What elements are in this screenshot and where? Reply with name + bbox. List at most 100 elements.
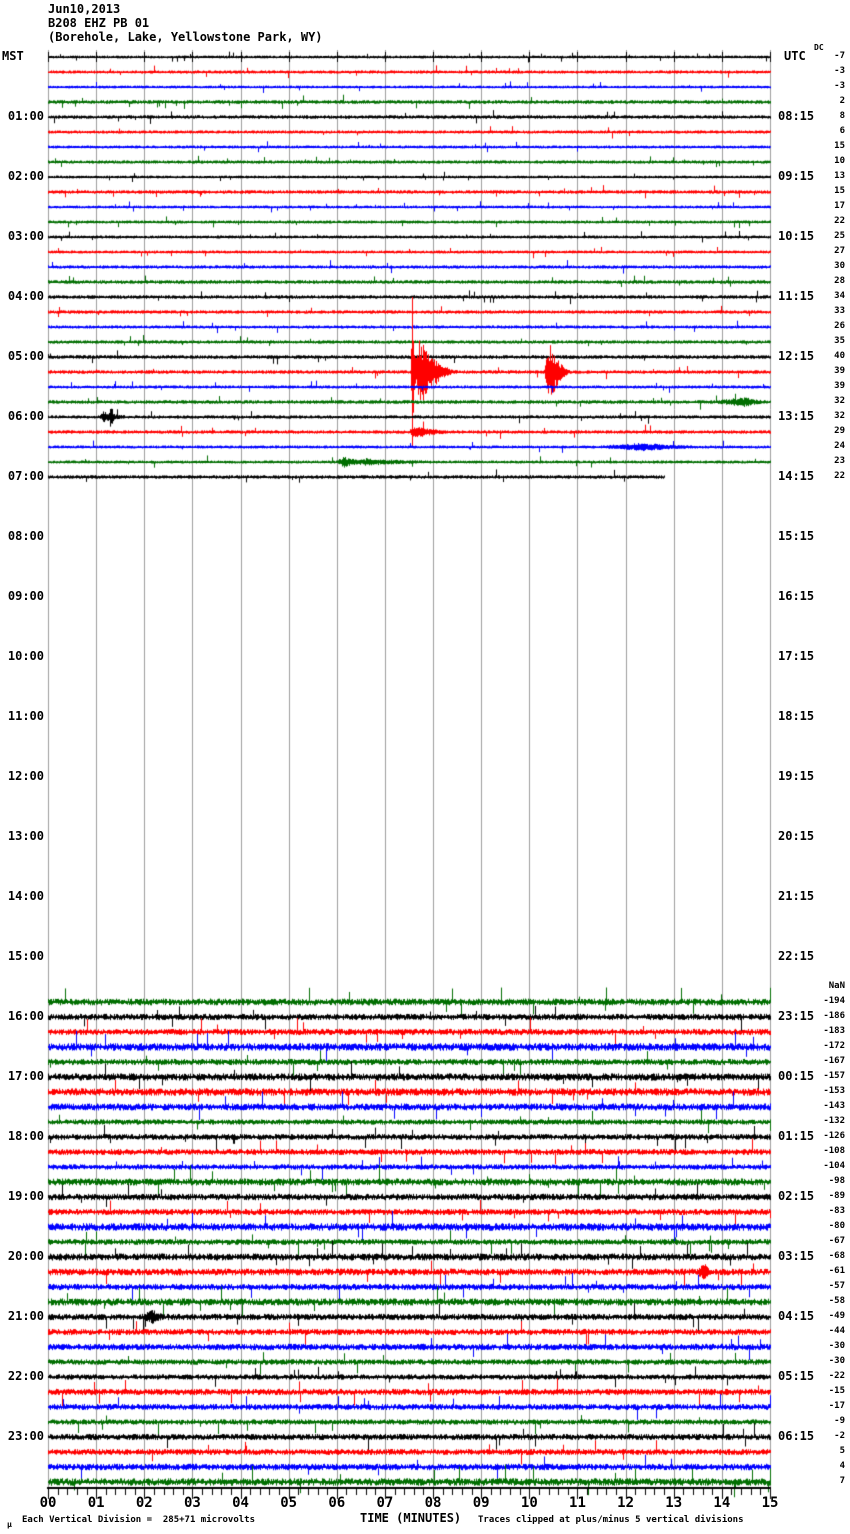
minute-label: 14: [713, 1495, 731, 1511]
minute-label: 04: [232, 1495, 249, 1511]
utc-hour-label: 13:15: [778, 409, 815, 423]
minute-label: 10: [520, 1495, 538, 1511]
minute-label: 00: [39, 1495, 57, 1511]
mst-hour-label: 16:00: [7, 1009, 44, 1023]
mst-hour-label: 18:00: [7, 1129, 44, 1143]
dc-value: 8: [839, 111, 845, 121]
dc-value: 27: [834, 246, 845, 256]
dc-value: -67: [828, 1236, 845, 1246]
left-axis-label: MST: [2, 49, 24, 63]
dc-value: 15: [834, 141, 845, 151]
minute-label: 03: [183, 1495, 201, 1511]
dc-value: 34: [834, 291, 845, 301]
mst-hour-label: 08:00: [7, 529, 44, 543]
dc-value: 35: [834, 336, 845, 346]
mst-hour-label: 19:00: [7, 1189, 44, 1203]
utc-hour-label: 10:15: [778, 229, 815, 243]
dc-value: -30: [828, 1356, 845, 1366]
utc-hour-label: 03:15: [778, 1249, 815, 1263]
dc-value: -22: [828, 1371, 845, 1381]
dc-value: -104: [823, 1161, 845, 1171]
micro-mark: µ: [7, 1520, 12, 1529]
mst-hour-label: 12:00: [7, 769, 44, 783]
dc-value: -108: [823, 1146, 845, 1156]
header-location: (Borehole, Lake, Yellowstone Park, WY): [48, 30, 323, 44]
dc-nan-label: NaN: [828, 981, 845, 991]
utc-hour-label: 14:15: [778, 469, 815, 483]
dc-value: -7: [834, 51, 845, 61]
dc-value: -157: [823, 1071, 845, 1081]
dc-value: -186: [823, 1011, 845, 1021]
dc-value: 17: [834, 201, 845, 211]
dc-value: -80: [828, 1221, 845, 1231]
minute-label: 15: [761, 1495, 779, 1511]
x-axis-title: TIME (MINUTES): [360, 1511, 462, 1525]
dc-value: -143: [823, 1101, 845, 1111]
dc-value: -167: [823, 1056, 845, 1066]
dc-value: -153: [823, 1086, 845, 1096]
utc-hour-label: 11:15: [778, 289, 815, 303]
dc-value: -44: [828, 1326, 845, 1336]
mst-hour-label: 01:00: [7, 109, 44, 123]
minute-label: 13: [665, 1495, 683, 1511]
dc-value: 23: [834, 456, 845, 466]
dc-value: 39: [834, 366, 845, 376]
minute-label: 08: [424, 1495, 442, 1511]
mst-hour-label: 22:00: [7, 1369, 44, 1383]
scale-note: Each Vertical Division = 285+71 microvol…: [22, 1515, 255, 1525]
dc-value: 22: [834, 216, 845, 226]
dc-value: -68: [828, 1251, 845, 1261]
utc-hour-label: 08:15: [778, 109, 815, 123]
dc-value: -2: [834, 1431, 845, 1441]
dc-value: -98: [828, 1176, 845, 1186]
dc-value: 10: [834, 156, 845, 166]
dc-value: -132: [823, 1116, 845, 1126]
dc-value: 7: [839, 1476, 845, 1486]
minute-label: 09: [472, 1495, 490, 1511]
dc-value: 26: [834, 321, 845, 331]
utc-hour-label: 17:15: [778, 649, 815, 663]
mst-hour-label: 04:00: [7, 289, 44, 303]
dc-value: 2: [839, 96, 845, 106]
dc-value: 32: [834, 411, 845, 421]
utc-hour-label: 09:15: [778, 169, 815, 183]
utc-hour-label: 19:15: [778, 769, 815, 783]
dc-value: 39: [834, 381, 845, 391]
dc-value: -194: [823, 996, 845, 1006]
utc-hour-label: 12:15: [778, 349, 815, 363]
mst-hour-label: 03:00: [7, 229, 44, 243]
utc-hour-label: 15:15: [778, 529, 815, 543]
mst-hour-label: 07:00: [7, 469, 44, 483]
utc-hour-label: 21:15: [778, 889, 815, 903]
utc-hour-label: 01:15: [778, 1129, 815, 1143]
mst-hour-label: 10:00: [7, 649, 44, 663]
minute-label: 07: [376, 1495, 394, 1511]
minute-label: 01: [87, 1495, 105, 1511]
dc-value: -57: [828, 1281, 845, 1291]
dc-value: 24: [834, 441, 845, 451]
dc-value: 33: [834, 306, 845, 316]
mst-hour-label: 09:00: [7, 589, 44, 603]
dc-value: 30: [834, 261, 845, 271]
dc-column-header: DC: [814, 43, 824, 52]
utc-hour-label: 22:15: [778, 949, 815, 963]
utc-hour-label: 18:15: [778, 709, 815, 723]
minute-label: 05: [280, 1495, 298, 1511]
dc-value: -3: [834, 81, 845, 91]
mst-hour-label: 13:00: [7, 829, 44, 843]
dc-value: 6: [839, 126, 845, 136]
dc-value: -9: [834, 1416, 845, 1426]
dc-value: 22: [834, 471, 845, 481]
dc-value: -3: [834, 66, 845, 76]
dc-value: -15: [828, 1386, 845, 1396]
dc-value: -172: [823, 1041, 845, 1051]
dc-value: -30: [828, 1341, 845, 1351]
utc-hour-label: 23:15: [778, 1009, 815, 1023]
mst-hour-label: 11:00: [7, 709, 44, 723]
mst-hour-label: 15:00: [7, 949, 44, 963]
dc-value: 32: [834, 396, 845, 406]
dc-value: 13: [834, 171, 845, 181]
header-date: Jun10,2013: [48, 2, 121, 16]
mst-hour-label: 14:00: [7, 889, 44, 903]
